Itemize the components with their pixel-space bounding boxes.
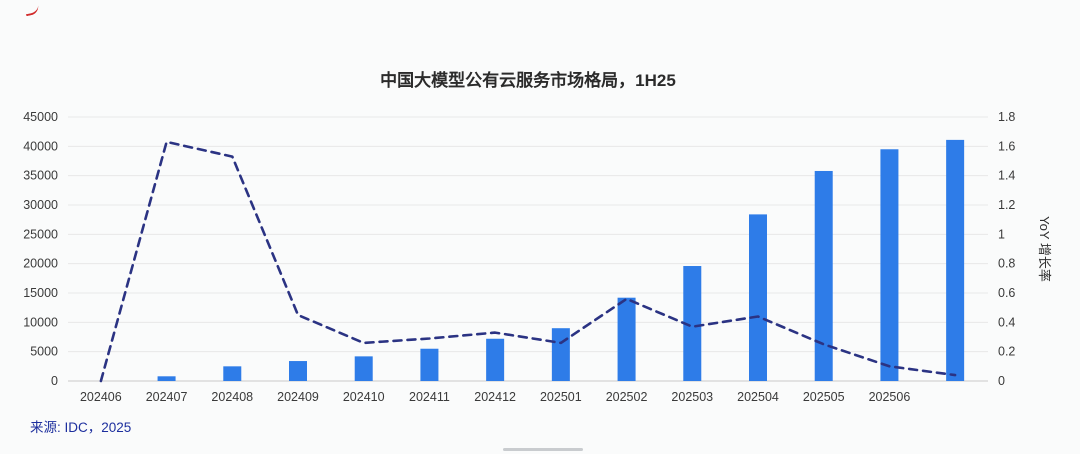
bar [157,376,176,381]
red-mark [24,3,40,17]
yoy-line [99,140,957,383]
x-axis-label: 202501 [540,390,582,404]
bar [420,348,439,381]
x-axis-label: 202503 [671,390,713,404]
left-axis-tick: 5000 [30,345,58,359]
right-axis-tick: 1.8 [998,110,1015,124]
left-axis-tick: 30000 [23,198,58,212]
right-axis-tick: 1.4 [998,169,1015,183]
left-axis-tick: 15000 [23,286,58,300]
bar [617,297,636,381]
bar [354,356,373,381]
x-axis-label: 202504 [737,390,779,404]
chart-title: 中国大模型公有云服务市场格局，1H25 [380,71,676,90]
x-axis-label: 202408 [211,390,253,404]
left-axis-tick: 45000 [23,110,58,124]
bar [289,361,307,381]
x-axis-label: 202409 [277,390,319,404]
right-axis-tick: 0 [998,374,1005,388]
left-axis-tick: 35000 [23,169,58,183]
bar [946,139,965,381]
left-axis-tick: 25000 [23,227,58,241]
bar [486,338,505,381]
bar [551,328,570,381]
right-axis-tick: 1 [998,227,1005,241]
x-axis-label: 202411 [409,390,450,404]
x-axis-label: 202410 [343,390,385,404]
bar [880,149,899,381]
x-axis-label: 202506 [869,390,911,404]
left-axis-tick: 10000 [23,315,58,329]
x-axis-label: 202406 [80,390,122,404]
source-note: 来源: IDC，2025 [30,420,132,435]
x-axis-label: 202412 [474,390,516,404]
x-axis-label: 202505 [803,390,845,404]
bar [683,266,702,381]
right-axis-tick: 1.2 [998,198,1015,212]
left-axis-tick: 20000 [23,257,58,271]
right-axis-tick: 0.2 [998,345,1015,359]
right-axis-tick: 0.8 [998,257,1015,271]
right-axis-title: YoY 增长率 [1037,216,1052,282]
left-axis-tick: 40000 [23,139,58,153]
x-axis-label: 202407 [146,390,188,404]
right-axis-tick: 0.4 [998,315,1015,329]
left-axis-tick: 0 [51,374,58,388]
x-axis-label: 202502 [606,390,648,404]
market-chart: 0 5000 10000 15000 20000 25000 30000 35000 40000… [23,110,1052,404]
right-axis-tick: 1.6 [998,139,1015,153]
bottom-indicator [503,448,583,451]
bar [223,366,242,381]
right-axis-tick: 0.6 [998,286,1015,300]
bar [814,170,833,381]
bar [749,214,767,381]
